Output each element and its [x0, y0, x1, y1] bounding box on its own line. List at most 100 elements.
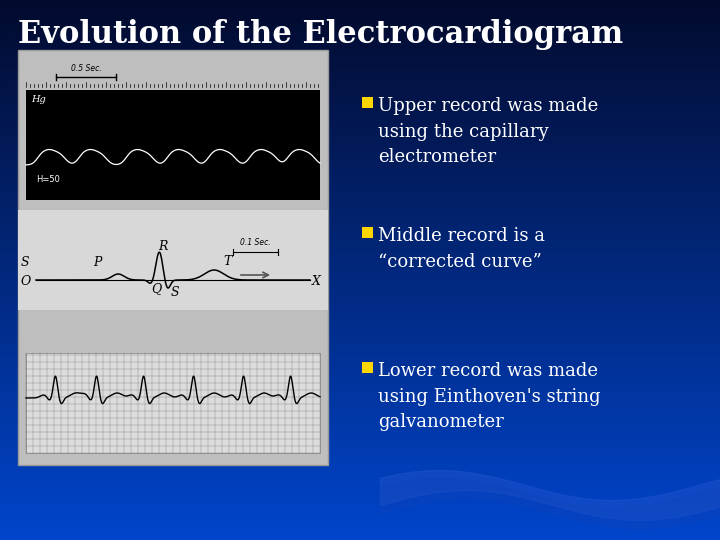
Bar: [0, 432, 720, 436]
Bar: [0, 230, 720, 234]
Bar: [362, 97, 373, 108]
Text: R: R: [158, 240, 167, 253]
Bar: [0, 193, 720, 198]
Bar: [0, 54, 720, 58]
Bar: [0, 126, 720, 131]
Bar: [0, 418, 720, 423]
Bar: [0, 23, 720, 27]
Bar: [0, 256, 720, 261]
Bar: [0, 81, 720, 85]
Bar: [0, 180, 720, 185]
Bar: [0, 328, 720, 333]
Bar: [0, 446, 720, 450]
Text: O: O: [21, 275, 31, 288]
Bar: [0, 436, 720, 441]
Bar: [0, 122, 720, 126]
Bar: [0, 369, 720, 374]
Bar: [0, 45, 720, 50]
Text: X: X: [312, 275, 321, 288]
Bar: [0, 220, 720, 225]
Bar: [0, 85, 720, 90]
Bar: [0, 176, 720, 180]
Bar: [0, 158, 720, 162]
Bar: [0, 468, 720, 472]
Bar: [0, 58, 720, 63]
Bar: [0, 202, 720, 207]
Bar: [0, 526, 720, 531]
Text: S: S: [171, 286, 179, 299]
Bar: [0, 27, 720, 31]
Bar: [0, 428, 720, 432]
Bar: [0, 531, 720, 536]
Bar: [0, 500, 720, 504]
Bar: [0, 135, 720, 139]
Bar: [0, 396, 720, 401]
Bar: [0, 112, 720, 117]
Text: H=50: H=50: [36, 175, 60, 184]
Bar: [0, 351, 720, 355]
Bar: [0, 324, 720, 328]
Bar: [0, 50, 720, 54]
Bar: [0, 293, 720, 297]
Bar: [0, 320, 720, 324]
Bar: [26, 90, 320, 200]
Bar: [0, 185, 720, 189]
Bar: [0, 441, 720, 445]
Bar: [0, 459, 720, 463]
Bar: [0, 189, 720, 193]
Bar: [0, 166, 720, 171]
Bar: [0, 374, 720, 378]
Text: T: T: [223, 255, 231, 268]
Text: Lower record was made
using Einthoven's string
galvanometer: Lower record was made using Einthoven's …: [378, 362, 600, 431]
Bar: [0, 148, 720, 153]
Bar: [0, 378, 720, 382]
Bar: [0, 270, 720, 274]
Bar: [0, 225, 720, 229]
Bar: [0, 414, 720, 418]
Bar: [0, 144, 720, 148]
Bar: [0, 387, 720, 392]
Text: S: S: [21, 256, 30, 269]
Bar: [0, 423, 720, 428]
Bar: [0, 288, 720, 293]
Bar: [0, 77, 720, 81]
Bar: [0, 522, 720, 526]
Bar: [362, 227, 373, 238]
Bar: [0, 355, 720, 360]
Bar: [0, 171, 720, 176]
Bar: [0, 472, 720, 477]
Bar: [0, 0, 720, 4]
Bar: [0, 382, 720, 387]
Bar: [0, 536, 720, 540]
Bar: [0, 310, 720, 315]
Bar: [0, 4, 720, 9]
Bar: [0, 364, 720, 369]
Bar: [0, 347, 720, 351]
Bar: [0, 31, 720, 36]
Text: Evolution of the Electrocardiogram: Evolution of the Electrocardiogram: [18, 19, 624, 51]
Bar: [0, 131, 720, 135]
Bar: [0, 455, 720, 459]
Bar: [0, 504, 720, 509]
Bar: [0, 342, 720, 347]
Bar: [0, 490, 720, 495]
Text: 0.1 Sec.: 0.1 Sec.: [240, 238, 271, 247]
Bar: [0, 261, 720, 266]
Bar: [0, 297, 720, 301]
Text: Hg: Hg: [31, 95, 46, 104]
Bar: [0, 63, 720, 68]
Text: Q: Q: [151, 282, 161, 295]
Bar: [0, 207, 720, 212]
Bar: [0, 517, 720, 522]
Bar: [0, 301, 720, 306]
Text: 0.5 Sec.: 0.5 Sec.: [71, 64, 102, 73]
Bar: [0, 315, 720, 320]
Bar: [0, 117, 720, 122]
Bar: [0, 392, 720, 396]
Bar: [0, 40, 720, 45]
Bar: [0, 9, 720, 14]
Bar: [0, 409, 720, 414]
Bar: [0, 338, 720, 342]
Bar: [0, 153, 720, 158]
Bar: [0, 333, 720, 338]
